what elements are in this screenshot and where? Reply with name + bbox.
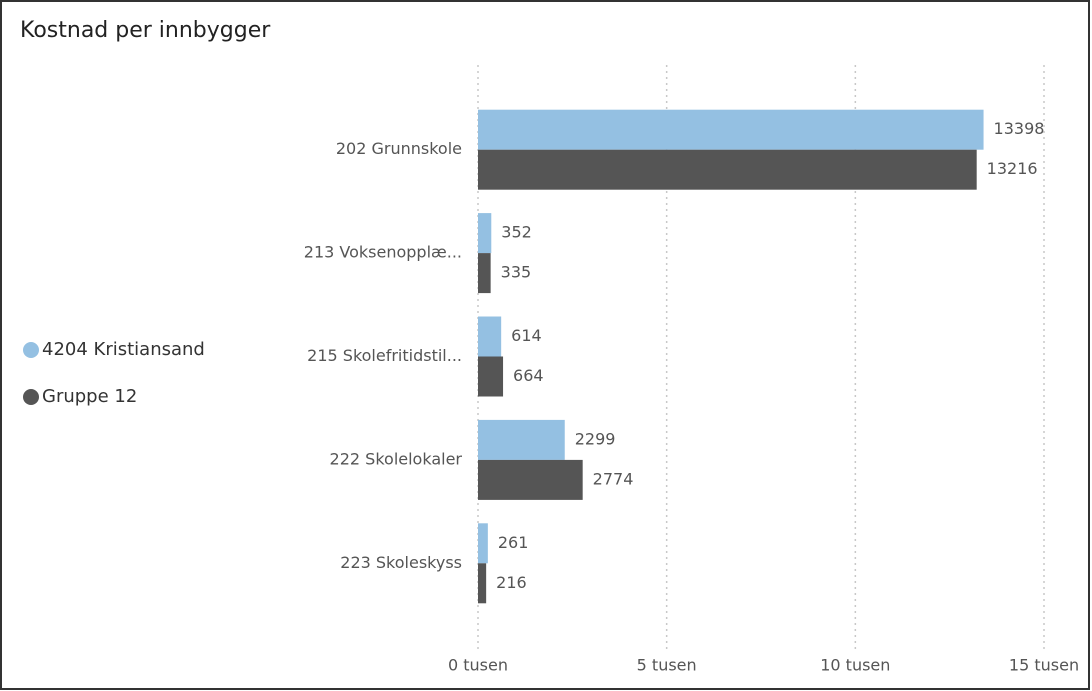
- y-tick-label: 213 Voksenopplæ...: [304, 243, 462, 262]
- data-label: 352: [501, 223, 532, 242]
- bar: [478, 563, 487, 604]
- data-label: 335: [501, 263, 532, 282]
- data-label: 216: [496, 573, 527, 592]
- data-label: 13398: [994, 119, 1045, 138]
- bar: [478, 419, 565, 460]
- x-tick-label: 15 tusen: [1009, 656, 1079, 675]
- legend-label: Gruppe 12: [42, 386, 137, 407]
- bar: [478, 253, 491, 294]
- legend-marker: [23, 389, 39, 405]
- legend-label: 4204 Kristiansand: [42, 339, 205, 360]
- bar: [478, 356, 504, 397]
- data-label: 261: [498, 533, 529, 552]
- y-tick-label: 215 Skolefritidstil...: [307, 346, 462, 365]
- data-label: 2774: [593, 469, 634, 488]
- bar: [478, 213, 492, 254]
- x-tick-label: 0 tusen: [448, 656, 508, 675]
- y-tick-label: 223 Skoleskyss: [340, 553, 462, 572]
- data-label: 614: [511, 326, 542, 345]
- y-tick-label: 202 Grunnskole: [336, 139, 462, 158]
- y-tick-label: 222 Skolelokaler: [330, 449, 463, 468]
- data-label: 664: [513, 366, 544, 385]
- bar: [478, 523, 488, 564]
- bar: [478, 109, 984, 150]
- x-tick-label: 5 tusen: [637, 656, 697, 675]
- bar: [478, 459, 583, 500]
- legend-marker: [23, 342, 39, 358]
- chart-title: Kostnad per innbygger: [20, 18, 271, 43]
- data-label: 13216: [987, 159, 1038, 178]
- data-label: 2299: [575, 429, 616, 448]
- bar: [478, 149, 977, 190]
- x-tick-label: 10 tusen: [820, 656, 890, 675]
- bar: [478, 316, 502, 357]
